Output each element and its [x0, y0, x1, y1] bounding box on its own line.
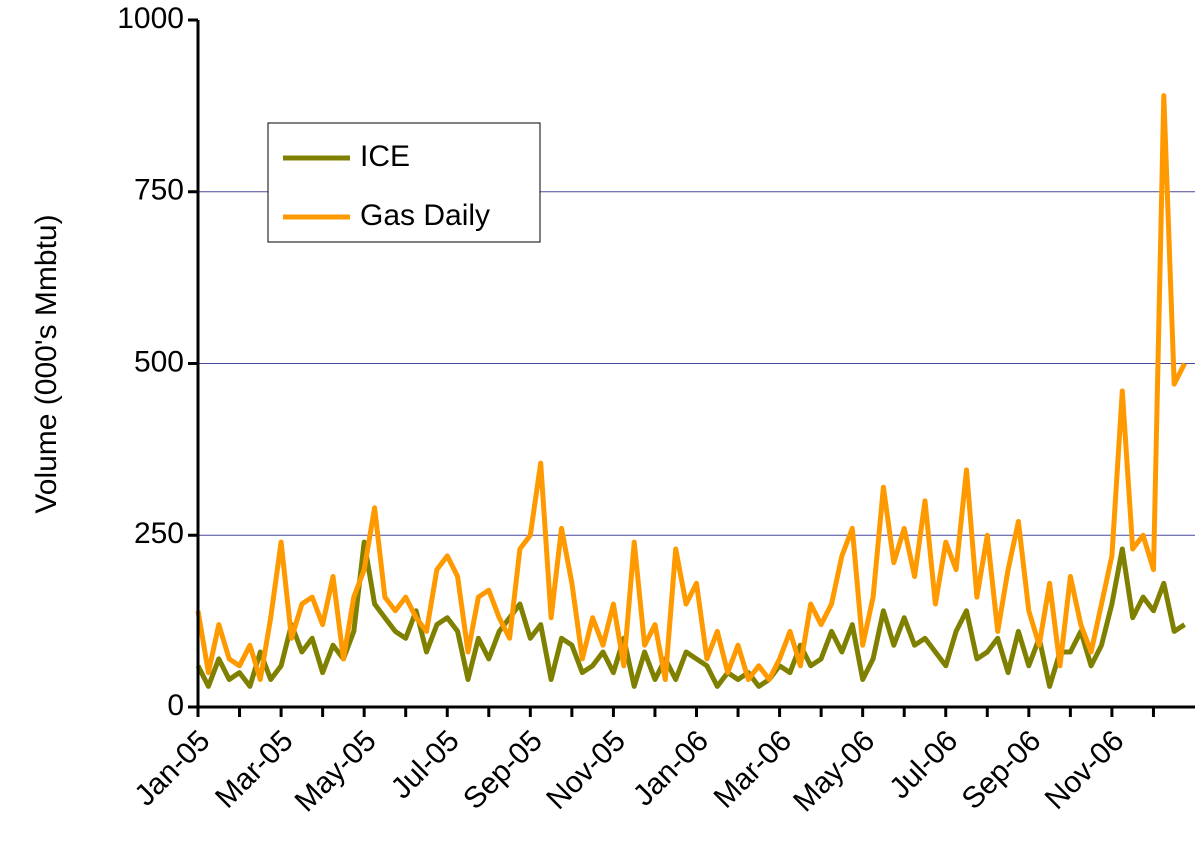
legend-label: Gas Daily — [360, 199, 490, 232]
x-tick-label: Mar-05 — [209, 724, 300, 815]
y-tick-label: 750 — [134, 174, 184, 207]
x-tick-label: Jan-06 — [627, 724, 715, 812]
y-axis-label: Volume (000's Mmbtu) — [30, 214, 63, 513]
legend-box — [267, 122, 541, 243]
x-tick-label: Sep-05 — [457, 724, 549, 816]
x-tick-label: Nov-05 — [540, 724, 632, 816]
x-tick-label: May-06 — [787, 724, 881, 818]
y-tick-label: 1000 — [117, 2, 184, 35]
x-tick-label: Jul-06 — [883, 724, 964, 805]
x-tick-label: Nov-06 — [1039, 724, 1131, 816]
y-tick-label: 250 — [134, 517, 184, 550]
x-tick-label: May-05 — [289, 724, 383, 818]
x-tick-label: Mar-06 — [708, 724, 799, 815]
x-tick-label: Jan-05 — [128, 724, 216, 812]
x-tick-label: Sep-06 — [956, 724, 1048, 816]
data-line — [195, 539, 1186, 689]
y-tick-label: 500 — [134, 345, 184, 378]
y-tick-label: 0 — [167, 689, 184, 722]
data-line — [195, 93, 1187, 682]
legend: ICE Gas Daily — [267, 122, 541, 243]
legend-label: ICE — [360, 140, 410, 173]
x-tick-label: Jul-05 — [385, 724, 466, 805]
